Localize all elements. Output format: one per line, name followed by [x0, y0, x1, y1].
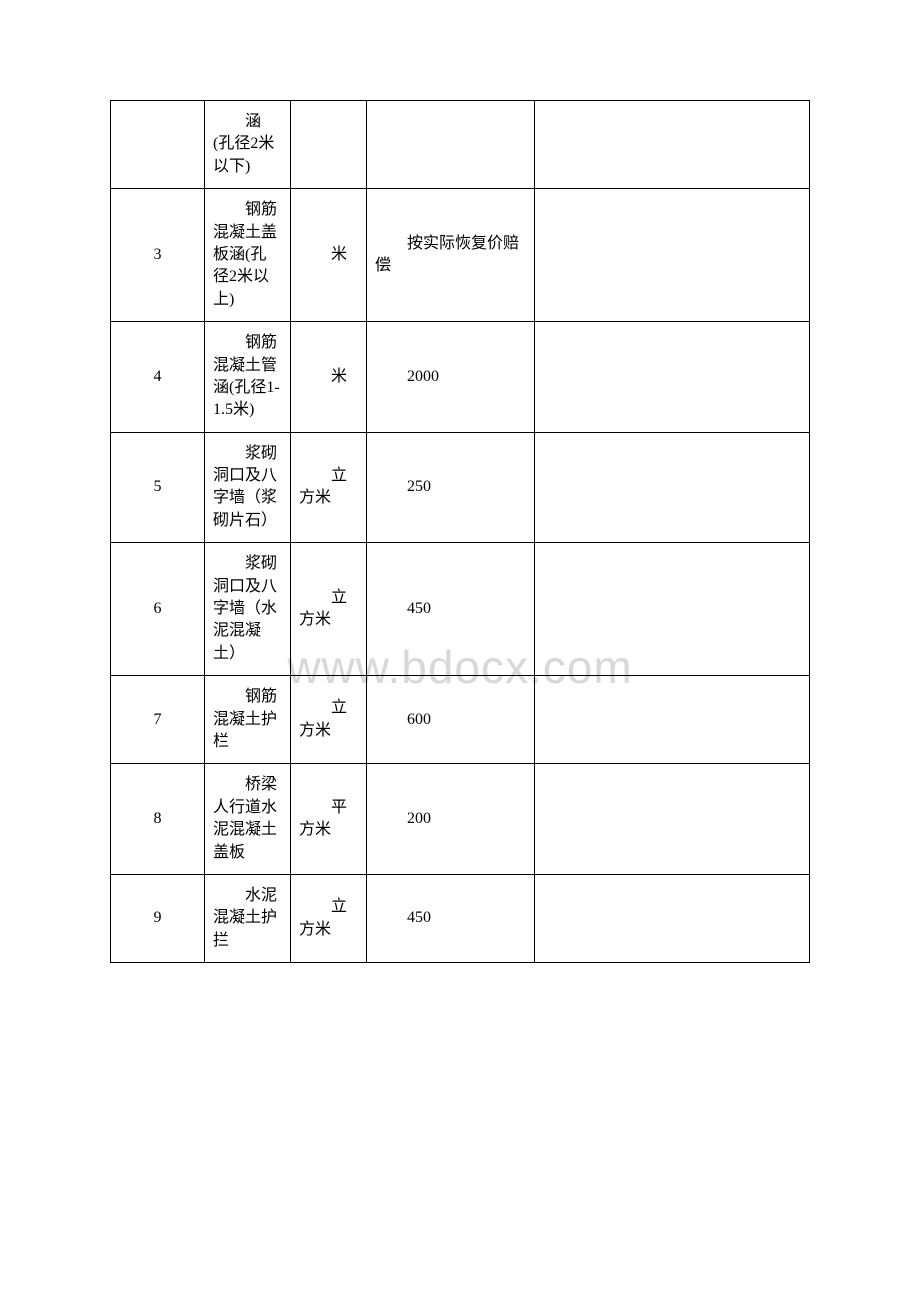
cell-note — [535, 322, 810, 433]
table-row: 8 桥梁人行道水泥混凝土盖板 平方米 200 — [111, 764, 810, 875]
cell-unit: 米 — [291, 322, 367, 433]
cell-note — [535, 764, 810, 875]
cell-num: 6 — [111, 543, 205, 676]
cell-val — [367, 101, 535, 189]
cell-unit: 立方米 — [291, 874, 367, 962]
cell-desc: 桥梁人行道水泥混凝土盖板 — [205, 764, 291, 875]
cell-unit: 平方米 — [291, 764, 367, 875]
cell-desc: 涵(孔径2米以下) — [205, 101, 291, 189]
compensation-table: 涵(孔径2米以下) 3 钢筋混凝土盖板涵(孔径2米以上) 米 按实际恢复价赔偿 … — [110, 100, 810, 963]
table-row: 6 浆砌洞口及八字墙（水泥混凝土） 立方米 450 — [111, 543, 810, 676]
cell-unit: 米 — [291, 189, 367, 322]
cell-num: 8 — [111, 764, 205, 875]
cell-num: 9 — [111, 874, 205, 962]
cell-desc: 水泥混凝土护拦 — [205, 874, 291, 962]
cell-note — [535, 101, 810, 189]
cell-note — [535, 676, 810, 764]
cell-val: 600 — [367, 676, 535, 764]
table-row: 4 钢筋混凝土管涵(孔径1-1.5米) 米 2000 — [111, 322, 810, 433]
cell-note — [535, 189, 810, 322]
table-row: 3 钢筋混凝土盖板涵(孔径2米以上) 米 按实际恢复价赔偿 — [111, 189, 810, 322]
cell-desc: 浆砌洞口及八字墙（水泥混凝土） — [205, 543, 291, 676]
table-row: 5 浆砌洞口及八字墙（浆砌片石） 立方米 250 — [111, 432, 810, 543]
cell-desc: 钢筋混凝土护栏 — [205, 676, 291, 764]
cell-note — [535, 874, 810, 962]
table-row: 9 水泥混凝土护拦 立方米 450 — [111, 874, 810, 962]
cell-val: 按实际恢复价赔偿 — [367, 189, 535, 322]
cell-note — [535, 432, 810, 543]
table-row: 7 钢筋混凝土护栏 立方米 600 — [111, 676, 810, 764]
cell-num: 5 — [111, 432, 205, 543]
cell-desc: 钢筋混凝土管涵(孔径1-1.5米) — [205, 322, 291, 433]
table-body: 涵(孔径2米以下) 3 钢筋混凝土盖板涵(孔径2米以上) 米 按实际恢复价赔偿 … — [111, 101, 810, 963]
cell-val: 2000 — [367, 322, 535, 433]
cell-num: 7 — [111, 676, 205, 764]
cell-val: 450 — [367, 543, 535, 676]
cell-val: 250 — [367, 432, 535, 543]
cell-unit: 立方米 — [291, 432, 367, 543]
cell-num — [111, 101, 205, 189]
cell-val: 450 — [367, 874, 535, 962]
cell-unit — [291, 101, 367, 189]
cell-val: 200 — [367, 764, 535, 875]
cell-num: 4 — [111, 322, 205, 433]
table-row: 涵(孔径2米以下) — [111, 101, 810, 189]
cell-unit: 立方米 — [291, 543, 367, 676]
cell-unit: 立方米 — [291, 676, 367, 764]
cell-desc: 浆砌洞口及八字墙（浆砌片石） — [205, 432, 291, 543]
cell-desc: 钢筋混凝土盖板涵(孔径2米以上) — [205, 189, 291, 322]
cell-note — [535, 543, 810, 676]
cell-num: 3 — [111, 189, 205, 322]
